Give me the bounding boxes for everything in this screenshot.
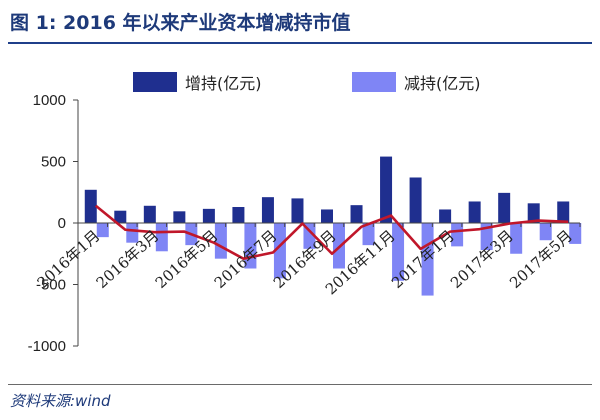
bar-increase bbox=[114, 210, 127, 223]
source-divider bbox=[8, 384, 592, 385]
bar-increase bbox=[439, 209, 452, 223]
bar-decrease bbox=[510, 223, 523, 254]
bar-increase bbox=[498, 192, 511, 223]
bars-decrease-series bbox=[96, 223, 582, 296]
legend-swatch bbox=[133, 72, 177, 92]
source-note: 资料来源:wind bbox=[10, 392, 111, 410]
bar-increase bbox=[173, 211, 186, 223]
bar-increase bbox=[557, 201, 570, 223]
net-line bbox=[94, 204, 569, 260]
bar-increase bbox=[350, 205, 363, 223]
bars-increase-series bbox=[84, 156, 570, 223]
bar-decrease bbox=[480, 223, 493, 251]
bar-decrease bbox=[451, 223, 464, 247]
x-tick-label: 2016年1月 bbox=[34, 227, 104, 292]
y-tick-label: -500 bbox=[36, 277, 66, 294]
bar-decrease bbox=[155, 223, 168, 252]
bar-increase bbox=[380, 156, 393, 223]
bar-increase bbox=[321, 209, 333, 223]
bar-increase bbox=[527, 203, 540, 223]
bar-increase bbox=[202, 208, 215, 223]
bar-decrease bbox=[96, 223, 109, 238]
bar-decrease bbox=[273, 223, 286, 279]
bar-increase bbox=[291, 198, 304, 223]
bar-decrease bbox=[126, 223, 139, 243]
y-axis: 1000 500 0 -500 -1000 bbox=[28, 92, 79, 355]
legend: 增持(亿元) 减持(亿元) bbox=[133, 72, 481, 93]
y-tick-label: -1000 bbox=[28, 338, 66, 355]
bar-increase bbox=[232, 207, 245, 223]
legend-swatch bbox=[352, 72, 396, 92]
bar-increase bbox=[261, 197, 274, 223]
legend-label: 增持(亿元) bbox=[185, 74, 262, 93]
bar-decrease bbox=[244, 223, 257, 269]
title-divider bbox=[8, 42, 592, 44]
legend-label: 减持(亿元) bbox=[404, 74, 481, 93]
bar-decrease bbox=[539, 223, 552, 241]
bar-increase bbox=[84, 189, 97, 223]
bar-decrease bbox=[362, 223, 375, 246]
y-tick-label: 500 bbox=[41, 154, 66, 171]
bar-increase bbox=[409, 177, 422, 223]
y-tick-label: 0 bbox=[58, 215, 66, 232]
bar-increase bbox=[143, 205, 156, 223]
net-line-series bbox=[94, 204, 569, 260]
bar-decrease bbox=[392, 223, 405, 281]
bar-decrease bbox=[421, 223, 434, 296]
bar-decrease bbox=[214, 223, 227, 259]
chart-title: 图 1: 2016 年以来产业资本增减持市值 bbox=[10, 12, 351, 34]
bar-increase bbox=[468, 201, 481, 223]
bar-decrease bbox=[569, 223, 582, 244]
y-tick-label: 1000 bbox=[33, 92, 66, 109]
